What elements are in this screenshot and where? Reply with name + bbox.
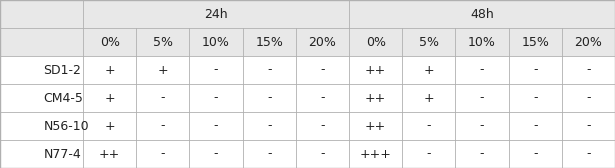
Text: 24h: 24h <box>204 8 228 20</box>
Text: 0%: 0% <box>366 35 386 49</box>
Text: -: - <box>480 119 484 133</box>
Text: -: - <box>480 92 484 104</box>
Bar <box>0 140 615 168</box>
Bar <box>0 28 615 56</box>
Text: -: - <box>320 148 325 160</box>
Text: ++: ++ <box>365 119 386 133</box>
Text: +: + <box>424 92 434 104</box>
Text: 5%: 5% <box>419 35 439 49</box>
Text: ++: ++ <box>365 92 386 104</box>
Text: ++: ++ <box>99 148 121 160</box>
Text: 10%: 10% <box>468 35 496 49</box>
Bar <box>0 84 615 112</box>
Text: -: - <box>267 92 271 104</box>
Text: -: - <box>214 119 218 133</box>
Text: -: - <box>586 92 590 104</box>
Text: 15%: 15% <box>522 35 549 49</box>
Text: 15%: 15% <box>255 35 284 49</box>
Text: 48h: 48h <box>470 8 494 20</box>
Text: -: - <box>161 148 165 160</box>
Text: -: - <box>267 119 271 133</box>
Text: -: - <box>320 64 325 76</box>
Text: 5%: 5% <box>153 35 173 49</box>
Text: -: - <box>214 148 218 160</box>
Text: SD1-2: SD1-2 <box>44 64 81 76</box>
Text: N56-10: N56-10 <box>44 119 89 133</box>
Text: 20%: 20% <box>574 35 602 49</box>
Text: 0%: 0% <box>100 35 120 49</box>
Text: -: - <box>320 92 325 104</box>
Text: -: - <box>161 92 165 104</box>
Text: -: - <box>533 92 538 104</box>
Text: ++: ++ <box>365 64 386 76</box>
Text: -: - <box>427 148 431 160</box>
Text: -: - <box>586 119 590 133</box>
Text: -: - <box>533 64 538 76</box>
Text: -: - <box>480 148 484 160</box>
Text: -: - <box>533 119 538 133</box>
Text: N77-4: N77-4 <box>44 148 81 160</box>
Text: -: - <box>214 92 218 104</box>
Text: -: - <box>427 119 431 133</box>
Text: +: + <box>424 64 434 76</box>
Bar <box>0 112 615 140</box>
Text: -: - <box>267 64 271 76</box>
Text: -: - <box>586 148 590 160</box>
Bar <box>0 56 615 84</box>
Text: +: + <box>157 64 169 76</box>
Text: -: - <box>320 119 325 133</box>
Text: -: - <box>214 64 218 76</box>
Text: +: + <box>105 92 115 104</box>
Text: +: + <box>105 119 115 133</box>
Text: +: + <box>105 64 115 76</box>
Text: -: - <box>586 64 590 76</box>
Text: -: - <box>267 148 271 160</box>
Text: 10%: 10% <box>202 35 230 49</box>
Text: +++: +++ <box>360 148 392 160</box>
Bar <box>0 0 615 28</box>
Text: -: - <box>480 64 484 76</box>
Text: -: - <box>533 148 538 160</box>
Text: 20%: 20% <box>309 35 336 49</box>
Text: -: - <box>161 119 165 133</box>
Text: CM4-5: CM4-5 <box>44 92 84 104</box>
